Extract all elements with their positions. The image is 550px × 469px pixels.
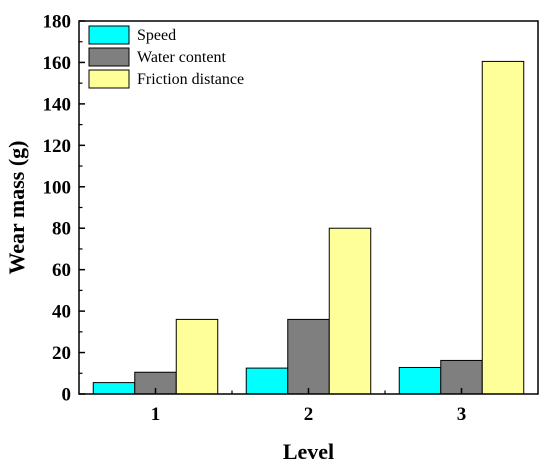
bar-friction-distance-level-3 <box>481 60 525 395</box>
legend-swatch-water-content <box>88 47 130 67</box>
y-tick-label: 180 <box>43 12 72 33</box>
legend-label-water-content: Water content <box>137 49 226 66</box>
y-axis-title: Wear mass (g) <box>4 140 29 274</box>
legend-label-friction-distance: Friction distance <box>137 71 244 88</box>
x-tick-label: 3 <box>457 404 467 425</box>
y-tick-label: 160 <box>43 53 72 74</box>
y-tick-label: 120 <box>43 136 72 157</box>
bar-speed-level-1 <box>92 382 136 395</box>
y-tick-label: 140 <box>43 94 72 115</box>
bar-friction-distance-level-1 <box>175 318 219 395</box>
x-axis-title: Level <box>283 439 334 464</box>
bar-speed-level-3 <box>398 366 442 395</box>
bar-water-content-level-2 <box>287 318 330 395</box>
x-tick-label: 2 <box>304 404 314 425</box>
bars-layer <box>92 60 525 395</box>
y-tick-label: 40 <box>52 302 71 323</box>
y-tick-label: 80 <box>52 219 71 240</box>
ticks-layer: 0 20 40 60 80 100 120 140 160 180 1 2 3 <box>43 12 467 426</box>
x-tick-label: 1 <box>151 404 161 425</box>
y-tick-label: 100 <box>43 177 72 198</box>
legend: Speed Water content Friction distance <box>88 25 244 89</box>
bar-speed-level-2 <box>245 367 289 395</box>
y-tick-label: 60 <box>52 260 71 281</box>
legend-label-speed: Speed <box>137 27 176 44</box>
legend-swatch-speed <box>88 25 130 45</box>
y-tick-label: 20 <box>52 343 71 364</box>
legend-swatch-friction-distance <box>88 69 130 89</box>
y-tick-label: 0 <box>62 385 72 406</box>
bar-friction-distance-level-2 <box>328 227 372 395</box>
